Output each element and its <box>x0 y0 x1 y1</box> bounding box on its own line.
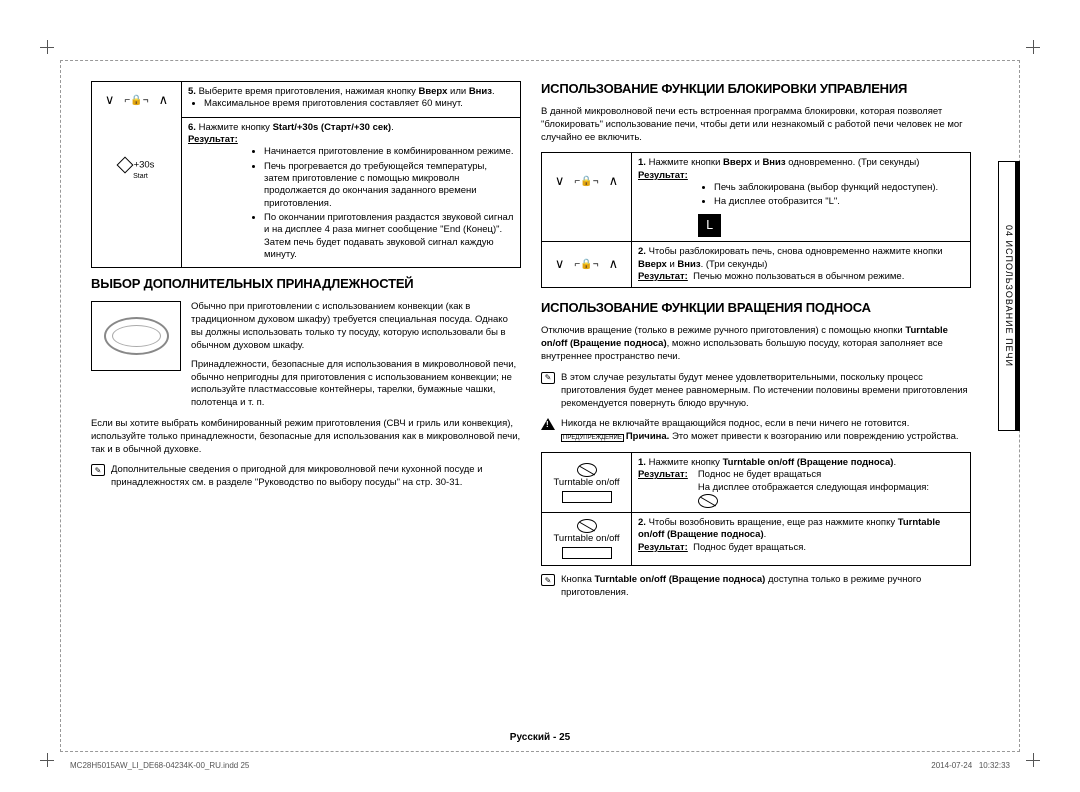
heading-lock: ИСПОЛЬЗОВАНИЕ ФУНКЦИИ БЛОКИРОВКИ УПРАВЛЕ… <box>541 81 971 96</box>
lock-bullet: На дисплее отобразится "L". <box>714 196 964 208</box>
warn-badge: ПРЕДУПРЕЖДЕНИЕ <box>561 434 624 442</box>
meta-timestamp: 2014-07-24 10:32:33 <box>931 761 1010 770</box>
acc-para: Принадлежности, безопасные для использов… <box>191 359 521 410</box>
step-6-bullet: Начинается приготовление в комбинированн… <box>264 146 514 158</box>
lock-table: ∨⌐🔒¬∧ 1. Нажмите кнопки Вверх и Вниз одн… <box>541 152 971 288</box>
tt-button-cell: Turntable on/off <box>542 512 632 565</box>
tray-illustration <box>91 301 181 371</box>
note-icon: ✎ <box>541 574 555 586</box>
turn-intro: Отключив вращение (только в режиме ручно… <box>541 325 971 363</box>
step-5-note: Максимальное время приготовления составл… <box>204 98 514 110</box>
acc-para: Обычно при приготовлении с использование… <box>191 301 521 352</box>
display-L: L <box>698 214 721 238</box>
crop-mark <box>40 753 54 767</box>
lock-step-1: 1. Нажмите кнопки Вверх и Вниз одновреме… <box>632 153 971 242</box>
lock-intro: В данной микроволновой печи есть встроен… <box>541 106 971 144</box>
crop-mark <box>40 40 54 54</box>
turn-note-2: ✎ Кнопка Turntable on/off (Вращение подн… <box>541 574 971 600</box>
turntable-off-icon <box>577 519 597 533</box>
crop-mark <box>1026 753 1040 767</box>
lock-bullet: Печь заблокирована (выбор функций недост… <box>714 182 964 194</box>
turntable-off-icon <box>577 463 597 477</box>
accessories-row: Обычно при приготовлении с использование… <box>91 301 521 410</box>
lock-step-2: 2. Чтобы разблокировать печь, снова одно… <box>632 242 971 288</box>
acc-para: Если вы хотите выбрать комбинированный р… <box>91 418 521 456</box>
tab-label: 04 ИСПОЛЬЗОВАНИЕ ПЕЧИ <box>1004 225 1014 367</box>
turn-note: ✎ В этом случае результаты будут менее у… <box>541 372 971 410</box>
heading-accessories: ВЫБОР ДОПОЛНИТЕЛЬНЫХ ПРИНАДЛЕЖНОСТЕЙ <box>91 276 521 291</box>
acc-note: ✎ Дополнительные сведения о пригодной дл… <box>91 464 521 490</box>
print-metadata: MC28H5015AW_LI_DE68-04234K-00_RU.indd 25… <box>70 761 1010 770</box>
turntable-off-icon <box>698 494 718 508</box>
tt-step-2: 2. Чтобы возобновить вращение, еще раз н… <box>632 512 971 565</box>
button-panel-cell: ∨⌐🔒¬∧ +30s Start <box>92 82 182 268</box>
meta-filename: MC28H5015AW_LI_DE68-04234K-00_RU.indd 25 <box>70 761 249 770</box>
turntable-table: Turntable on/off 1. Нажмите кнопку Turnt… <box>541 452 971 566</box>
step-5-cell: 5. Выберите время приготовления, нажимая… <box>182 82 521 118</box>
lock-buttons-cell: ∨⌐🔒¬∧ <box>542 153 632 242</box>
tt-step-1: 1. Нажмите кнопку Turntable on/off (Вращ… <box>632 452 971 512</box>
start-sublabel: Start <box>106 172 175 181</box>
start-30s-label: +30s <box>134 159 155 170</box>
start-icon <box>116 156 133 173</box>
step-6-bullet: По окончании приготовления раздастся зву… <box>264 212 514 261</box>
note-icon: ✎ <box>541 372 555 384</box>
page-footer: Русский - 25 <box>61 732 1019 743</box>
page-frame: ∨⌐🔒¬∧ +30s Start 5. Выберите время приго… <box>60 60 1020 752</box>
right-column: ИСПОЛЬЗОВАНИЕ ФУНКЦИИ БЛОКИРОВКИ УПРАВЛЕ… <box>541 81 989 741</box>
left-column: ∨⌐🔒¬∧ +30s Start 5. Выберите время приго… <box>91 81 521 741</box>
warning-icon <box>541 418 555 430</box>
turn-warning: Никогда не включайте вращающийся поднос,… <box>541 418 971 444</box>
lock-buttons-cell: ∨⌐🔒¬∧ <box>542 242 632 288</box>
step-6-cell: 6. Нажмите кнопку Start/+30s (Старт/+30 … <box>182 117 521 268</box>
crop-mark <box>1026 40 1040 54</box>
step-6-bullet: Печь прогревается до требующейся темпера… <box>264 161 514 210</box>
heading-turntable: ИСПОЛЬЗОВАНИЕ ФУНКЦИИ ВРАЩЕНИЯ ПОДНОСА <box>541 300 971 315</box>
section-tab: 04 ИСПОЛЬЗОВАНИЕ ПЕЧИ <box>998 161 1020 431</box>
note-icon: ✎ <box>91 464 105 476</box>
tt-button-cell: Turntable on/off <box>542 452 632 512</box>
cooking-steps-table: ∨⌐🔒¬∧ +30s Start 5. Выберите время приго… <box>91 81 521 268</box>
